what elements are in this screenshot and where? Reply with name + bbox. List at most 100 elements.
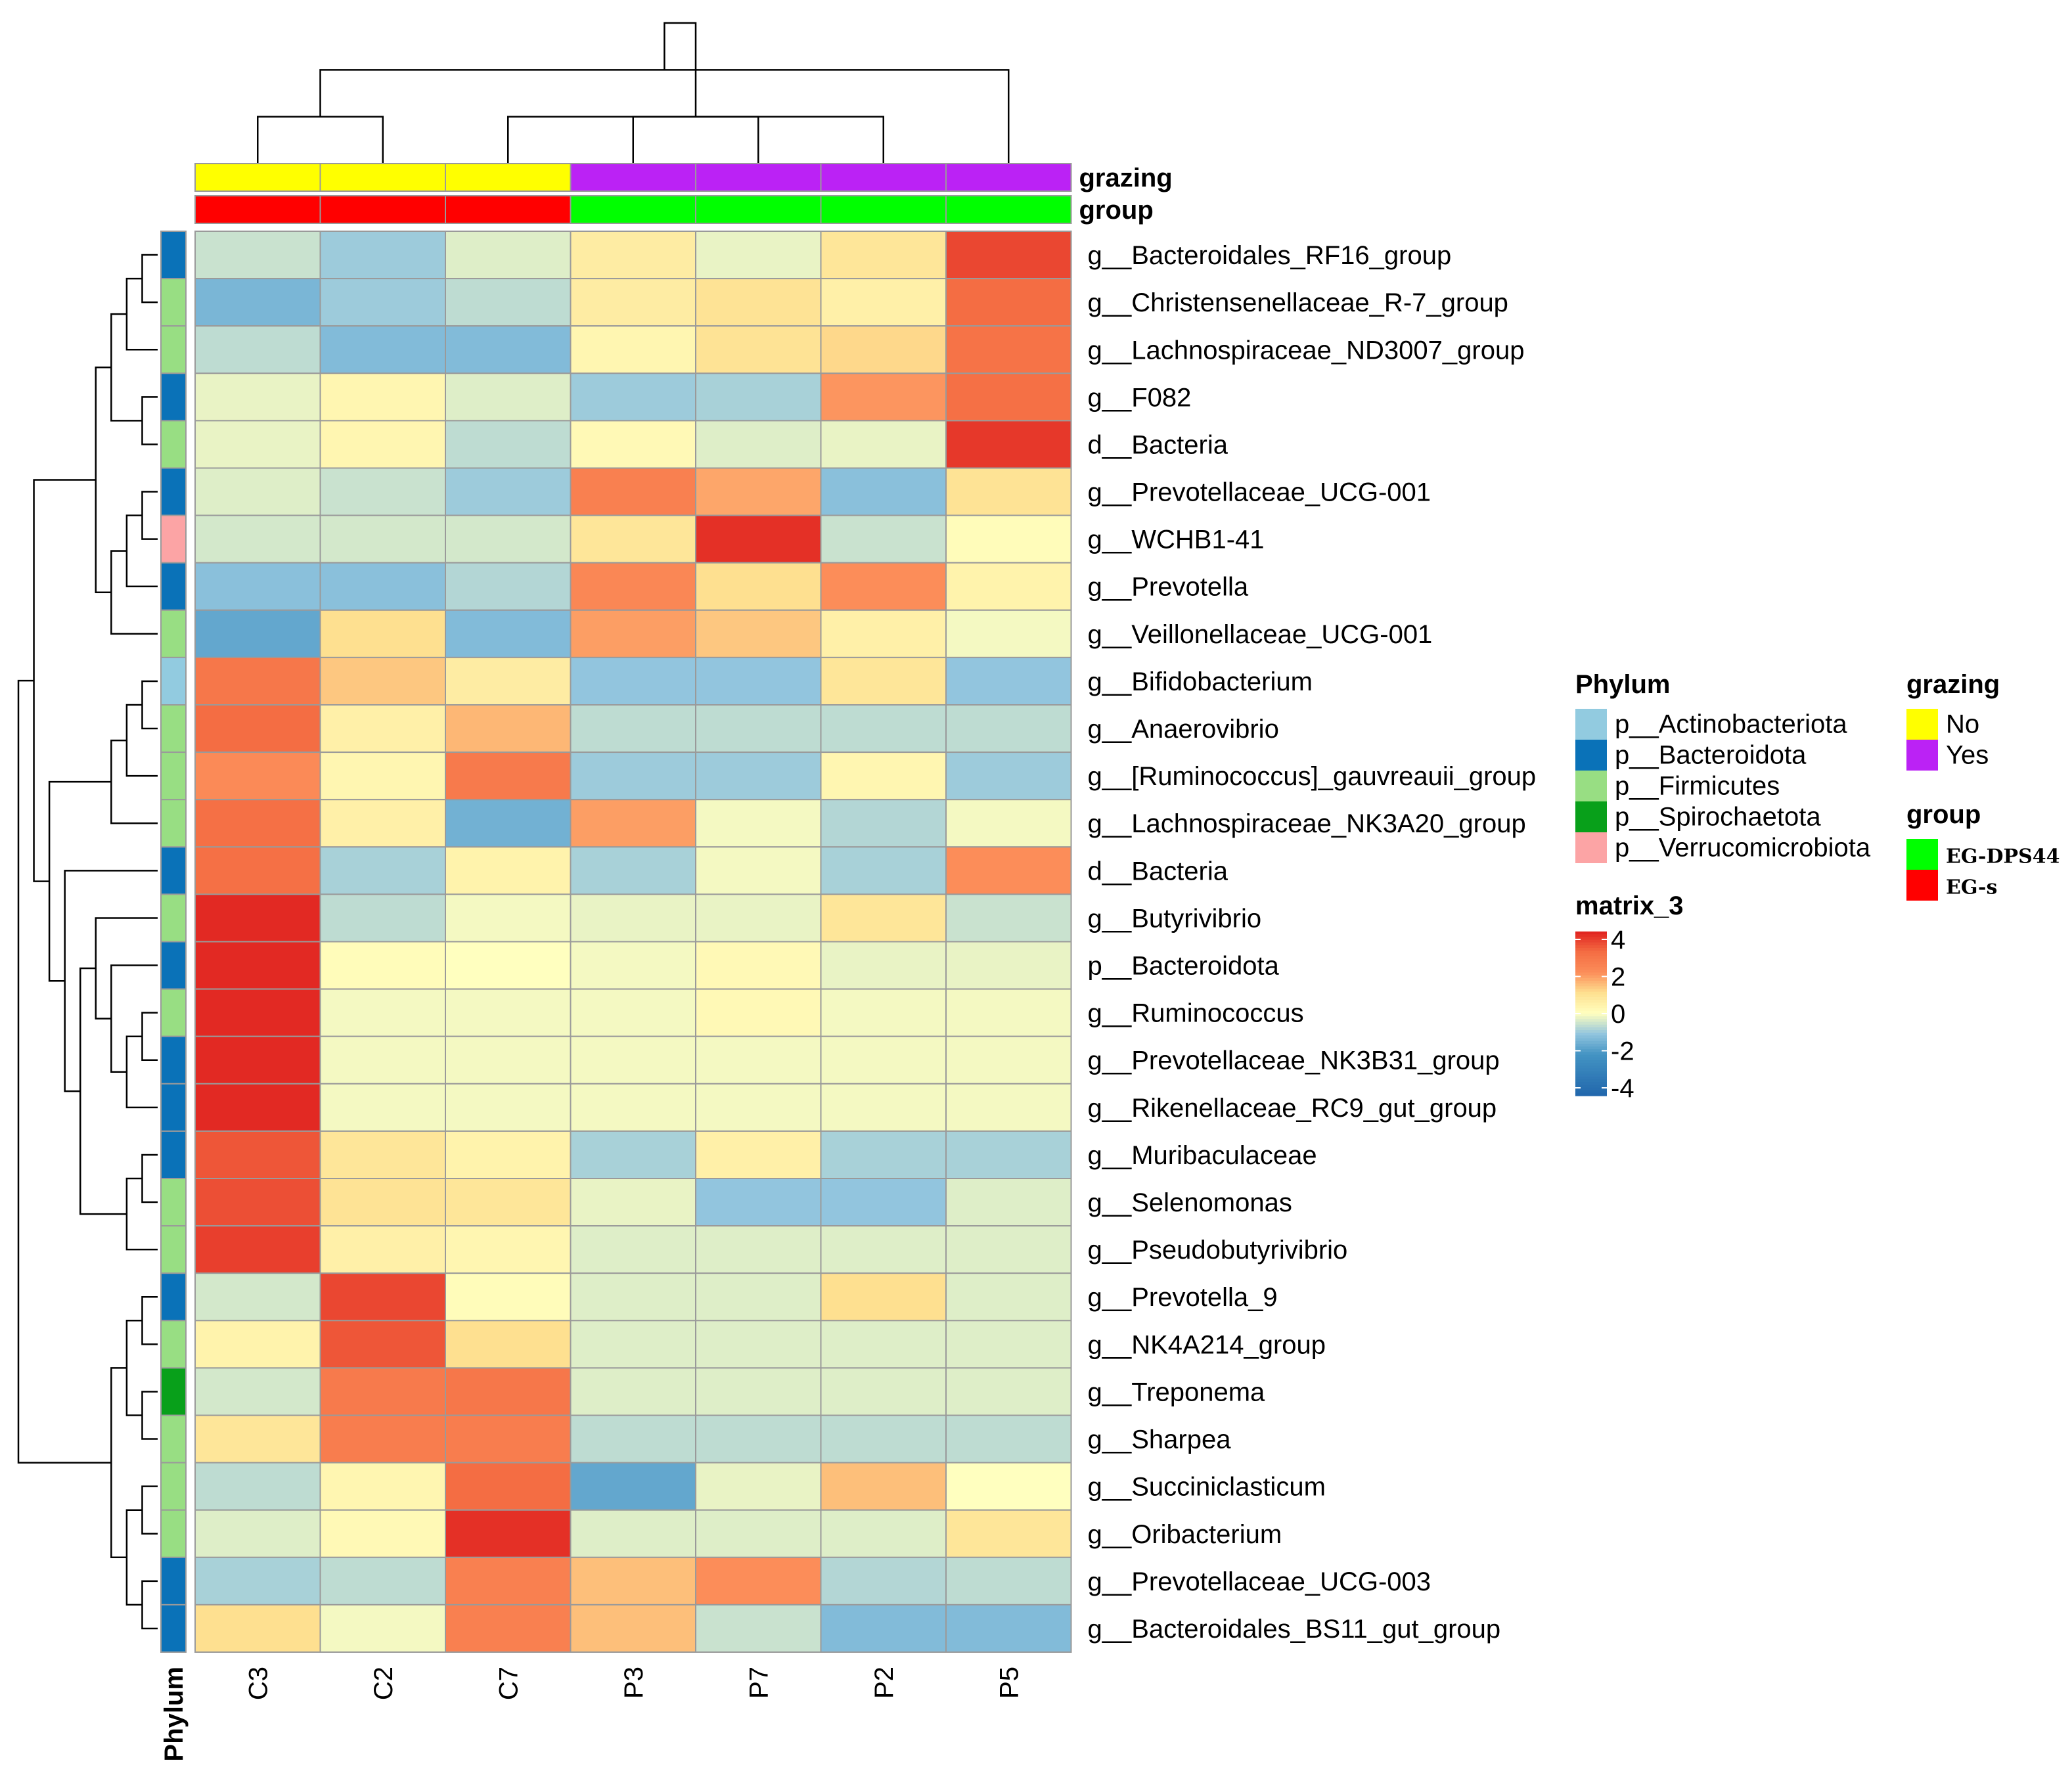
phylum-legend-swatch (1575, 771, 1607, 801)
heatmap-cell (945, 1556, 1072, 1605)
phylum-annotation-cell (160, 420, 187, 469)
heatmap-cell (319, 846, 446, 895)
row-label: g__Sharpea (1088, 1425, 1232, 1454)
heatmap-cell (570, 1035, 696, 1085)
heatmap-cell (445, 1367, 572, 1416)
heatmap-cells (194, 231, 1072, 1653)
heatmap-cell (445, 1178, 572, 1227)
heatmap-cell (820, 799, 947, 848)
heatmap-cell (570, 278, 696, 327)
phylum-legend-swatch (1575, 740, 1607, 771)
heatmap-cell (820, 988, 947, 1037)
heatmap-cell (820, 704, 947, 753)
group-annotation-cell (945, 195, 1072, 224)
color-scale-segment (1575, 972, 1607, 976)
heatmap-cell (570, 1556, 696, 1605)
heatmap-cell (945, 941, 1072, 990)
row-label: g__Bacteroidales_BS11_gut_group (1088, 1615, 1501, 1644)
heatmap-cell (194, 1272, 321, 1322)
heatmap-cell (445, 846, 572, 895)
color-scale-segment (1575, 1063, 1607, 1066)
heatmap-cell (570, 420, 696, 469)
heatmap-cell (319, 231, 446, 280)
row-label: g__Prevotellaceae_UCG-001 (1088, 478, 1431, 507)
phylum-annotation-cell (160, 799, 187, 848)
phylum-annotation-cell (160, 609, 187, 658)
heatmap-cell (445, 1130, 572, 1180)
phylum-legend-item-label: p__Bacteroidota (1615, 741, 1807, 770)
heatmap-cell (319, 1178, 446, 1227)
row-label: g__Bacteroidales_RF16_group (1088, 241, 1452, 270)
color-scale-segment (1575, 945, 1607, 949)
heatmap-cell (695, 1035, 822, 1085)
color-scale-segment (1575, 989, 1607, 993)
phylum-annotation-cell (160, 1556, 187, 1605)
heatmap-cell (945, 1509, 1072, 1558)
heatmap-cell (945, 988, 1072, 1037)
heatmap-cell (445, 231, 572, 280)
heatmap-cell (695, 1604, 822, 1653)
color-scale-segment (1575, 1000, 1607, 1003)
phylum-legend-swatch (1575, 709, 1607, 740)
phylum-annotation-cell (160, 278, 187, 327)
phylum-legend-item-label: p__Actinobacteriota (1615, 710, 1847, 739)
phylum-annotation-cell (160, 1462, 187, 1511)
phylum-legend-swatch (1575, 801, 1607, 832)
heatmap-cell (820, 1035, 947, 1085)
heatmap-cell (445, 514, 572, 564)
heatmap-cell (194, 752, 321, 801)
row-dendrogram-branch (64, 870, 158, 1092)
heatmap-cell (319, 562, 446, 611)
column-dendrogram-branch (632, 116, 759, 164)
color-scale-segment (1575, 1054, 1607, 1058)
heatmap-cell (820, 1320, 947, 1369)
phylum-annotation-cell (160, 1414, 187, 1464)
heatmap-cell (319, 1367, 446, 1416)
heatmap-cell (445, 988, 572, 1037)
heatmap-cell (945, 467, 1072, 516)
color-scale-segment (1575, 1046, 1607, 1050)
heatmap-cell (945, 893, 1072, 943)
row-dendrogram (17, 254, 158, 1630)
heatmap-cell (570, 1462, 696, 1511)
heatmap-cell (319, 1320, 446, 1369)
heatmap-cell (445, 656, 572, 706)
color-scale-tick-label: 2 (1611, 963, 1625, 992)
heatmap-cell (194, 1462, 321, 1511)
color-scale-segment (1575, 1010, 1607, 1014)
phylum-annotation-cell (160, 467, 187, 516)
phylum-annotation-cell (160, 846, 187, 895)
heatmap-cell (570, 1509, 696, 1558)
phylum-legend-title: Phylum (1575, 670, 1670, 699)
color-scale-segment (1575, 1076, 1607, 1080)
color-scale-segment (1575, 986, 1607, 990)
heatmap-cell (319, 325, 446, 374)
heatmap-cell (820, 372, 947, 422)
grazing-annotation-cell (445, 163, 572, 192)
color-scale-segment (1575, 1043, 1607, 1047)
grazing-legend-title: grazing (1906, 670, 2000, 699)
color-scale-segment (1575, 1071, 1607, 1075)
phylum-annotation-cell (160, 704, 187, 753)
phylum-legend-item-label: p__Verrucomicrobiota (1615, 834, 1871, 863)
phylum-annotation-cell (160, 1225, 187, 1274)
heatmap-cell (194, 372, 321, 422)
row-dendrogram-branch (125, 514, 158, 587)
heatmap-cell (820, 656, 947, 706)
heatmap-cell (445, 941, 572, 990)
color-scale-segment (1575, 1030, 1607, 1033)
group-legend-title: group (1906, 800, 1981, 829)
heatmap-cell (695, 846, 822, 895)
phylum-annotation-label: Phylum (160, 1667, 189, 1761)
phylum-annotation-cell (160, 562, 187, 611)
color-scale-segment (1575, 1092, 1607, 1096)
grazing-annotation-label: grazing (1079, 164, 1173, 192)
column-label: P5 (995, 1667, 1024, 1699)
heatmap-cell (695, 893, 822, 943)
heatmap-cell (570, 1414, 696, 1464)
heatmap-cell (695, 562, 822, 611)
heatmap-cell (194, 609, 321, 658)
heatmap-cell (445, 609, 572, 658)
heatmap-cell (194, 1556, 321, 1605)
heatmap-cell (945, 704, 1072, 753)
